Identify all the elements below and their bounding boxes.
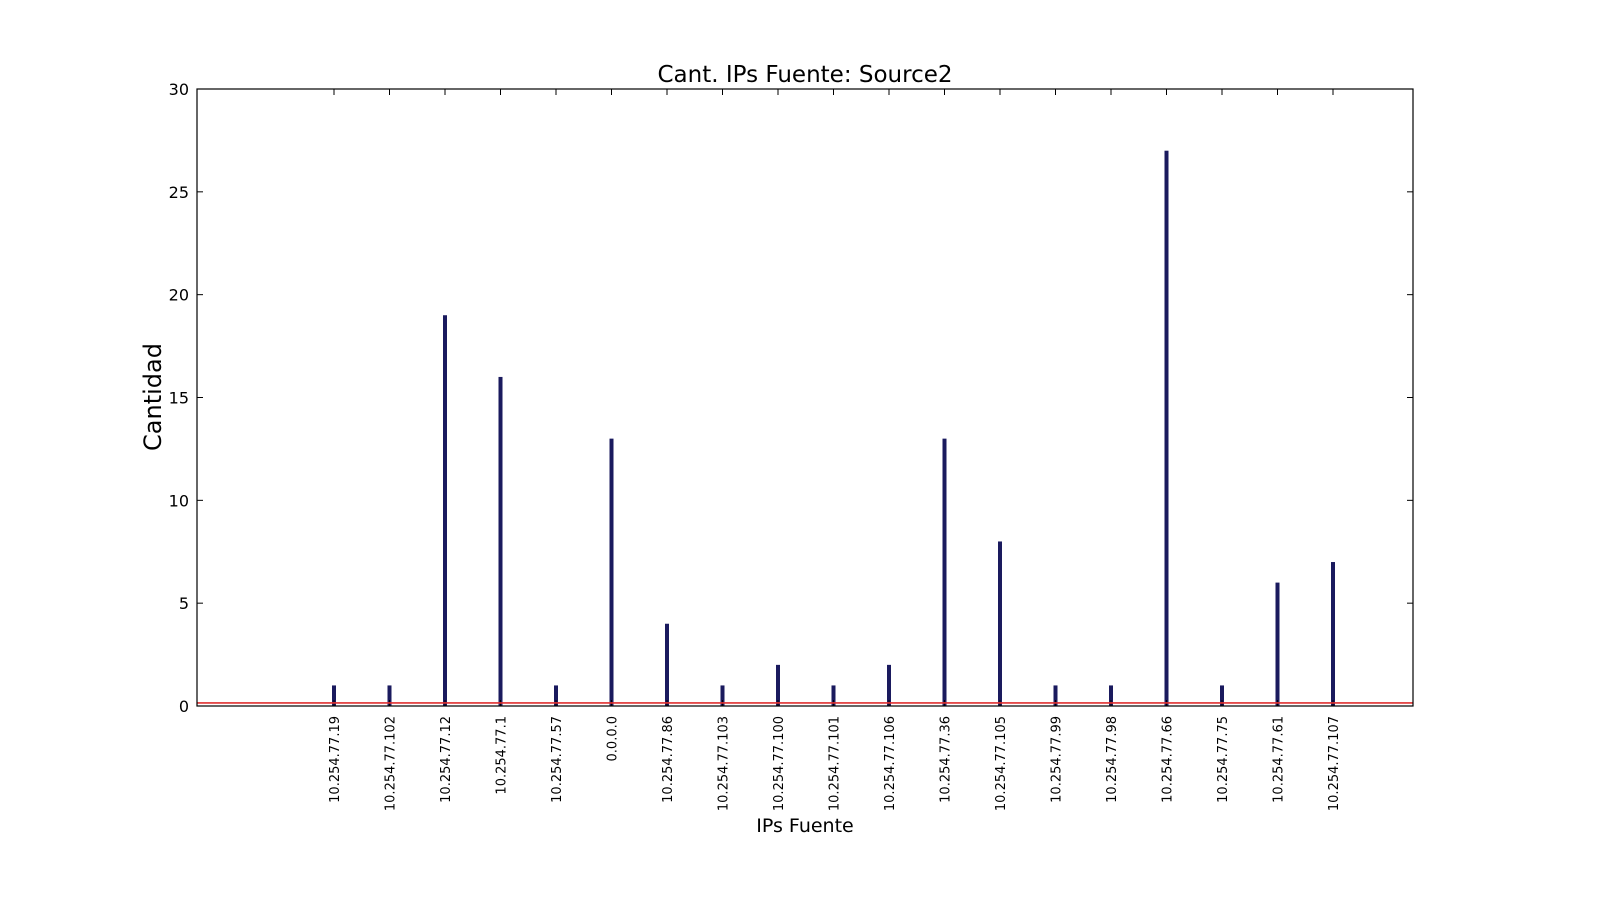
x-tick-label: 10.254.77.61: [1272, 716, 1287, 803]
bar-10.254.77.75: [1220, 685, 1224, 706]
bar-10.254.77.107: [1331, 562, 1335, 706]
y-axis-label: Cantidad: [139, 343, 167, 451]
bar-10.254.77.98: [1109, 685, 1113, 706]
x-tick-label: 10.254.77.1: [495, 716, 510, 795]
bar-10.254.77.100: [776, 664, 780, 706]
x-tick-label: 10.254.77.107: [1327, 716, 1342, 811]
x-tick-label: 10.254.77.75: [1216, 716, 1231, 803]
bar-10.254.77.101: [831, 685, 836, 706]
bar-10.254.77.12: [443, 315, 447, 706]
x-tick-label: 10.254.77.106: [883, 716, 898, 811]
y-tick-label: 30: [169, 80, 189, 99]
x-tick-label: 10.254.77.66: [1161, 716, 1176, 803]
y-tick-label: 15: [169, 389, 189, 408]
bar-10.254.77.19: [332, 685, 336, 706]
x-axis-ticks: 10.254.77.19 10.254.77.102 10.254.77.12 10.…: [328, 89, 1342, 811]
bar-0.0.0.0: [609, 438, 614, 706]
bar-10.254.77.66: [1164, 150, 1169, 706]
bars-layer: [332, 150, 1335, 706]
x-axis-label: IPs Fuente: [756, 815, 853, 837]
bar-10.254.77.103: [720, 685, 725, 706]
y-tick-label: 20: [169, 286, 189, 305]
x-tick-label: 10.254.77.105: [994, 716, 1009, 811]
bar-10.254.77.102: [387, 685, 392, 706]
x-tick-label: 0.0.0.0: [606, 716, 621, 761]
bar-10.254.77.36: [942, 438, 947, 706]
bar-10.254.77.61: [1275, 582, 1280, 706]
bar-10.254.77.86: [665, 623, 669, 706]
x-tick-label: 10.254.77.101: [828, 716, 843, 811]
bar-10.254.77.1: [498, 376, 503, 706]
bar-10.254.77.57: [554, 685, 558, 706]
x-tick-label: 10.254.77.103: [717, 716, 732, 811]
x-tick-label: 10.254.77.19: [328, 716, 343, 803]
plot-area-frame: [196, 88, 1414, 707]
x-tick-label: 10.254.77.12: [439, 716, 454, 803]
x-tick-label: 10.254.77.57: [550, 716, 565, 803]
y-tick-label: 10: [169, 491, 189, 510]
y-tick-label: 25: [169, 183, 189, 202]
y-tick-label: 5: [179, 594, 189, 613]
x-tick-label: 10.254.77.36: [939, 716, 954, 803]
x-tick-label: 10.254.77.102: [384, 716, 399, 811]
x-tick-label: 10.254.77.86: [661, 716, 676, 803]
chart-title: Cant. IPs Fuente: Source2: [657, 62, 952, 88]
y-tick-label: 0: [179, 697, 189, 716]
bar-10.254.77.99: [1053, 685, 1058, 706]
x-tick-label: 10.254.77.98: [1105, 716, 1120, 803]
x-tick-label: 10.254.77.100: [772, 716, 787, 811]
bar-10.254.77.106: [887, 664, 891, 706]
y-axis-ticks: 0 5 10 15 20 25 30: [169, 80, 1413, 716]
bar-10.254.77.105: [998, 541, 1002, 706]
x-tick-label: 10.254.77.99: [1050, 716, 1065, 803]
